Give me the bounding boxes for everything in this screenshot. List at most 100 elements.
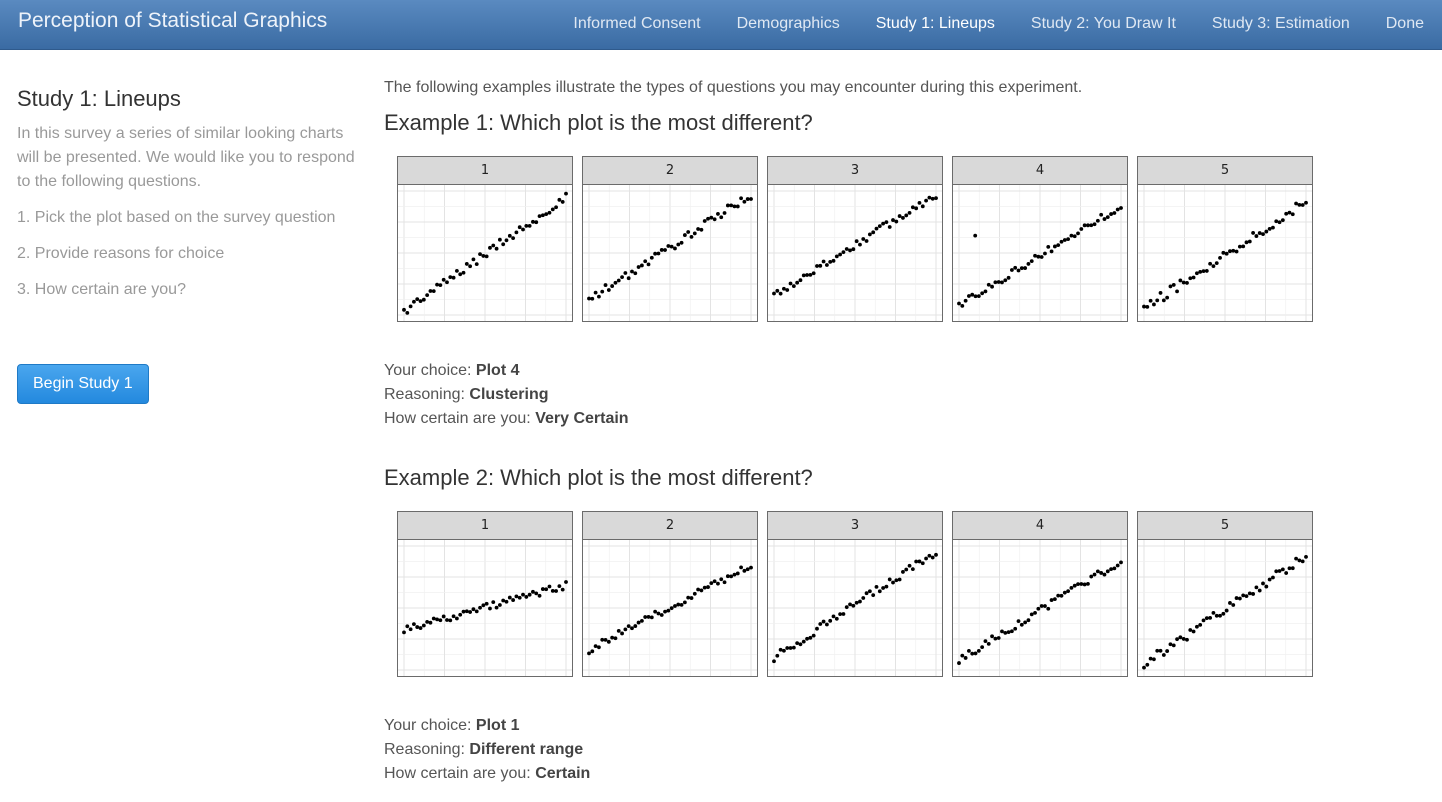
data-point — [815, 626, 819, 631]
data-point — [659, 613, 664, 617]
data-point — [458, 612, 463, 617]
data-point — [451, 275, 456, 280]
data-point — [722, 580, 727, 585]
panel-label: 1 — [398, 157, 572, 185]
data-point — [1264, 229, 1269, 234]
data-point — [986, 282, 991, 287]
data-point — [732, 204, 737, 209]
panel-label: 5 — [1138, 512, 1312, 540]
data-point — [1204, 616, 1209, 621]
data-point — [861, 596, 866, 600]
data-point — [659, 248, 664, 252]
scatter-plot — [398, 540, 572, 676]
data-point — [990, 284, 994, 289]
lineup-panel[interactable]: 2 — [582, 511, 758, 677]
data-point — [626, 276, 631, 281]
data-point — [907, 210, 912, 215]
data-point — [1304, 200, 1308, 205]
data-point — [815, 264, 819, 268]
data-point — [636, 620, 641, 625]
begin-study-button[interactable]: Begin Study 1 — [17, 364, 149, 404]
lineup-panel[interactable]: 3 — [767, 156, 943, 322]
data-point — [811, 271, 816, 276]
data-point — [904, 213, 909, 218]
data-point — [1204, 269, 1209, 273]
data-point — [1152, 657, 1156, 662]
data-point — [606, 288, 611, 292]
data-point — [1109, 567, 1113, 572]
data-point — [441, 277, 446, 282]
data-point — [1237, 244, 1242, 249]
data-point — [709, 581, 714, 585]
data-point — [692, 591, 697, 596]
data-point — [1062, 238, 1067, 242]
data-point — [1271, 575, 1275, 580]
data-point — [1161, 653, 1166, 657]
nav-study-1-lineups[interactable]: Study 1: Lineups — [875, 15, 995, 32]
lineup-panel[interactable]: 4 — [952, 511, 1128, 677]
data-point — [834, 616, 839, 621]
nav-demographics[interactable]: Demographics — [736, 15, 840, 32]
data-point — [1168, 284, 1173, 289]
data-point — [798, 642, 803, 647]
data-point — [716, 212, 720, 216]
data-point — [702, 585, 707, 590]
nav-informed-consent[interactable]: Informed Consent — [573, 15, 701, 32]
data-point — [1059, 593, 1064, 598]
app-title[interactable]: Perception of Statistical Graphics — [18, 9, 328, 32]
choice-value: Plot 1 — [475, 717, 520, 734]
data-point — [468, 610, 473, 614]
lineup-panel[interactable]: 2 — [582, 156, 758, 322]
data-point — [791, 645, 796, 650]
data-point — [540, 587, 545, 591]
data-point — [983, 639, 988, 644]
data-point — [1277, 220, 1282, 225]
data-point — [1214, 261, 1219, 266]
data-point — [464, 609, 469, 614]
data-point — [811, 633, 816, 638]
data-point — [818, 622, 823, 626]
lineup-panel[interactable]: 5 — [1137, 511, 1313, 677]
data-point — [593, 644, 598, 649]
data-point — [821, 619, 826, 624]
data-point — [801, 273, 806, 278]
data-point — [1287, 210, 1292, 215]
data-point — [537, 593, 542, 598]
data-point — [425, 293, 430, 298]
data-point — [1224, 608, 1229, 613]
data-point — [867, 589, 872, 594]
lineup-panel[interactable]: 1 — [397, 511, 573, 677]
lineup-panel[interactable]: 3 — [767, 511, 943, 677]
scatter-plot — [768, 185, 942, 321]
data-point — [788, 281, 793, 286]
data-point — [1198, 269, 1203, 274]
nav-study-2-you-draw-it[interactable]: Study 2: You Draw It — [1030, 15, 1176, 32]
data-point — [461, 609, 466, 614]
data-point — [884, 220, 889, 225]
data-point — [732, 572, 737, 577]
data-point — [1284, 211, 1289, 216]
data-point — [597, 294, 601, 299]
data-point — [838, 612, 843, 617]
data-point — [927, 553, 932, 558]
data-point — [1247, 591, 1252, 596]
data-point — [1059, 239, 1064, 244]
lineup-panel[interactable]: 5 — [1137, 156, 1313, 322]
data-point — [901, 570, 905, 574]
nav-study-3-estimation[interactable]: Study 3: Estimation — [1211, 15, 1350, 32]
data-point — [481, 603, 486, 608]
data-point — [484, 254, 489, 259]
data-point — [867, 232, 872, 237]
data-point — [1069, 585, 1074, 590]
data-point — [967, 648, 971, 653]
data-point — [458, 272, 463, 277]
nav-done[interactable]: Done — [1385, 15, 1424, 32]
data-point — [901, 216, 905, 220]
panel-label: 3 — [768, 512, 942, 540]
lineup-panel[interactable]: 1 — [397, 156, 573, 322]
data-point — [798, 278, 803, 283]
lineup-panel[interactable]: 4 — [952, 156, 1128, 322]
data-point — [1257, 231, 1262, 235]
data-point — [1165, 295, 1170, 300]
data-point — [904, 567, 909, 572]
